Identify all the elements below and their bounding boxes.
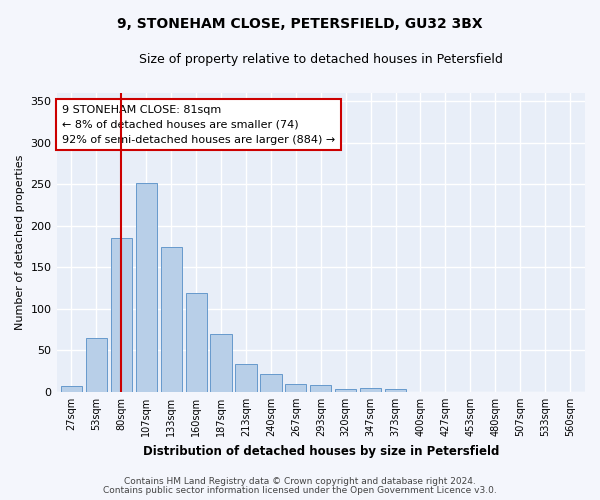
Bar [260, 374, 281, 392]
Bar [136, 182, 157, 392]
Bar [310, 386, 331, 392]
Y-axis label: Number of detached properties: Number of detached properties [15, 155, 25, 330]
X-axis label: Distribution of detached houses by size in Petersfield: Distribution of detached houses by size … [143, 444, 499, 458]
Bar [360, 388, 381, 392]
Bar [285, 384, 307, 392]
Bar [111, 238, 132, 392]
Text: 9, STONEHAM CLOSE, PETERSFIELD, GU32 3BX: 9, STONEHAM CLOSE, PETERSFIELD, GU32 3BX [117, 18, 483, 32]
Bar [385, 390, 406, 392]
Bar [235, 364, 257, 392]
Bar [185, 293, 207, 392]
Text: Contains HM Land Registry data © Crown copyright and database right 2024.: Contains HM Land Registry data © Crown c… [124, 477, 476, 486]
Text: 9 STONEHAM CLOSE: 81sqm
← 8% of detached houses are smaller (74)
92% of semi-det: 9 STONEHAM CLOSE: 81sqm ← 8% of detached… [62, 105, 335, 144]
Text: Contains public sector information licensed under the Open Government Licence v3: Contains public sector information licen… [103, 486, 497, 495]
Bar [61, 386, 82, 392]
Bar [161, 246, 182, 392]
Bar [86, 338, 107, 392]
Bar [211, 334, 232, 392]
Title: Size of property relative to detached houses in Petersfield: Size of property relative to detached ho… [139, 52, 503, 66]
Bar [335, 388, 356, 392]
